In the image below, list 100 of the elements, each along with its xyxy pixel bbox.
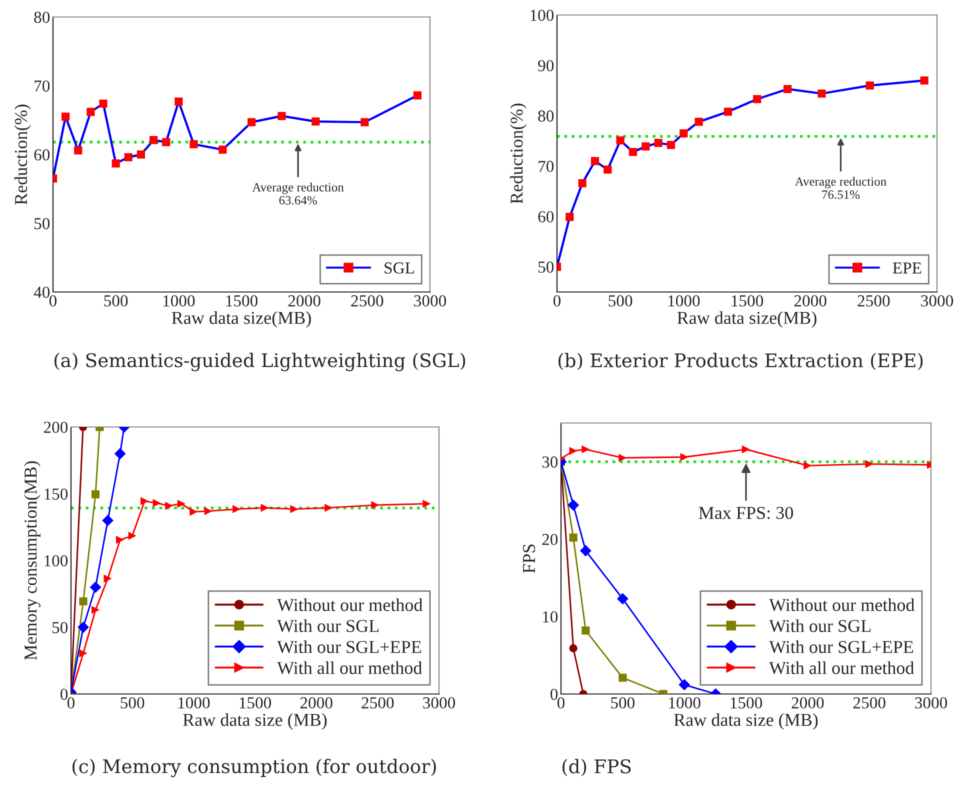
- point: [371, 501, 380, 510]
- y-tick-label: 90: [538, 60, 554, 72]
- text: (a) Semantics-guided Lightweighting (SGL): [54, 352, 466, 372]
- legend-label: SGL: [384, 262, 414, 274]
- legend-label: EPE: [892, 262, 922, 274]
- point: [218, 146, 227, 154]
- x-tick-label: 1000: [178, 697, 210, 709]
- y-tick-label: 60: [34, 149, 50, 160]
- point: [694, 118, 703, 126]
- y-tick-label: 80: [538, 110, 554, 122]
- y-tick-label: 70: [34, 80, 50, 92]
- legend-label: With our SGL+EPE: [277, 640, 422, 654]
- legend-label: With our SGL: [769, 619, 871, 632]
- y-tick-label: 50: [52, 622, 68, 634]
- point: [654, 138, 662, 147]
- point: [569, 534, 578, 542]
- point: [642, 142, 650, 150]
- point: [618, 454, 627, 462]
- x-tick-label: 2000: [288, 295, 320, 307]
- point: [99, 100, 108, 108]
- x-tick-label: 3000: [423, 697, 456, 709]
- point: [104, 574, 112, 583]
- point: [260, 504, 269, 512]
- x-tick-label: 1500: [240, 697, 272, 709]
- point: [149, 136, 158, 144]
- x-tick-label: 500: [611, 697, 635, 709]
- x-tick-label: 3000: [921, 295, 954, 307]
- y-tick-label: 60: [538, 211, 554, 222]
- point: [616, 136, 624, 144]
- point: [190, 508, 198, 516]
- x-tick-label: 1500: [226, 295, 258, 307]
- x-tick-label: 2000: [300, 697, 332, 709]
- x-tick-label: 2500: [858, 295, 890, 307]
- point: [568, 499, 580, 511]
- point: [102, 514, 114, 526]
- x-tick-label: 1000: [668, 295, 700, 307]
- y-axis-title: Memory consumption(MB): [24, 461, 40, 660]
- point: [90, 581, 102, 593]
- point: [79, 649, 88, 658]
- point: [666, 140, 676, 149]
- point: [742, 445, 750, 454]
- x-tick-label: 500: [120, 697, 144, 709]
- x-tick-label: 2500: [362, 697, 394, 709]
- point: [628, 148, 638, 156]
- y-tick-label: 0: [60, 688, 68, 700]
- x-tick-label: 500: [104, 295, 128, 307]
- point: [580, 545, 592, 556]
- point: [324, 504, 333, 512]
- y-axis-title: Reduction(%): [510, 104, 526, 204]
- x-axis-title: Raw data size (MB): [674, 713, 818, 730]
- point: [413, 91, 422, 100]
- point: [680, 453, 688, 462]
- point: [590, 157, 600, 166]
- x-tick-label: 2500: [351, 295, 384, 307]
- point: [724, 108, 732, 116]
- point: [232, 505, 241, 514]
- point: [920, 76, 928, 85]
- point: [678, 678, 690, 690]
- point: [360, 118, 369, 126]
- x-axis-title: Raw data size(MB): [172, 311, 311, 328]
- x-tick-label: 500: [608, 295, 632, 307]
- y-axis-title: FPS: [522, 544, 536, 574]
- point: [616, 593, 628, 604]
- point: [140, 497, 149, 506]
- point: [866, 81, 874, 90]
- y-tick-label: 50: [34, 218, 50, 230]
- legend-label: With all our method: [769, 661, 914, 674]
- y-tick-label: 100: [530, 10, 554, 21]
- text: (c) Memory consumption (for outdoor): [72, 758, 436, 778]
- text: (b) Exterior Products Extraction (EPE): [558, 352, 923, 370]
- point: [753, 95, 762, 104]
- y-tick-label: 20: [542, 534, 558, 546]
- point: [312, 117, 320, 126]
- legend-label: With our SGL+EPE: [769, 640, 914, 654]
- point: [618, 674, 627, 682]
- x-tick-label: 1000: [163, 295, 195, 307]
- point: [78, 622, 89, 633]
- point: [177, 500, 186, 508]
- x-tick-label: 1500: [732, 295, 764, 307]
- point: [114, 448, 126, 460]
- y-tick-label: 40: [34, 286, 50, 298]
- annotation: Average reduction 76.51%: [794, 176, 886, 199]
- point: [79, 597, 88, 606]
- point: [783, 84, 792, 94]
- point: [91, 490, 100, 498]
- point: [190, 140, 198, 148]
- y-tick-label: 0: [550, 688, 558, 700]
- legend-label: Without our method: [769, 598, 915, 612]
- point: [569, 644, 578, 652]
- x-tick-label: 2000: [792, 697, 824, 709]
- point: [62, 112, 70, 121]
- point: [569, 446, 578, 455]
- point: [204, 507, 212, 516]
- x-tick-label: 3000: [915, 697, 948, 709]
- x-axis-title: Raw data size(MB): [677, 311, 816, 328]
- legend-label: With all our method: [277, 661, 422, 674]
- point: [582, 626, 590, 635]
- point: [112, 159, 120, 168]
- y-tick-label: 100: [44, 555, 68, 566]
- point: [566, 212, 574, 222]
